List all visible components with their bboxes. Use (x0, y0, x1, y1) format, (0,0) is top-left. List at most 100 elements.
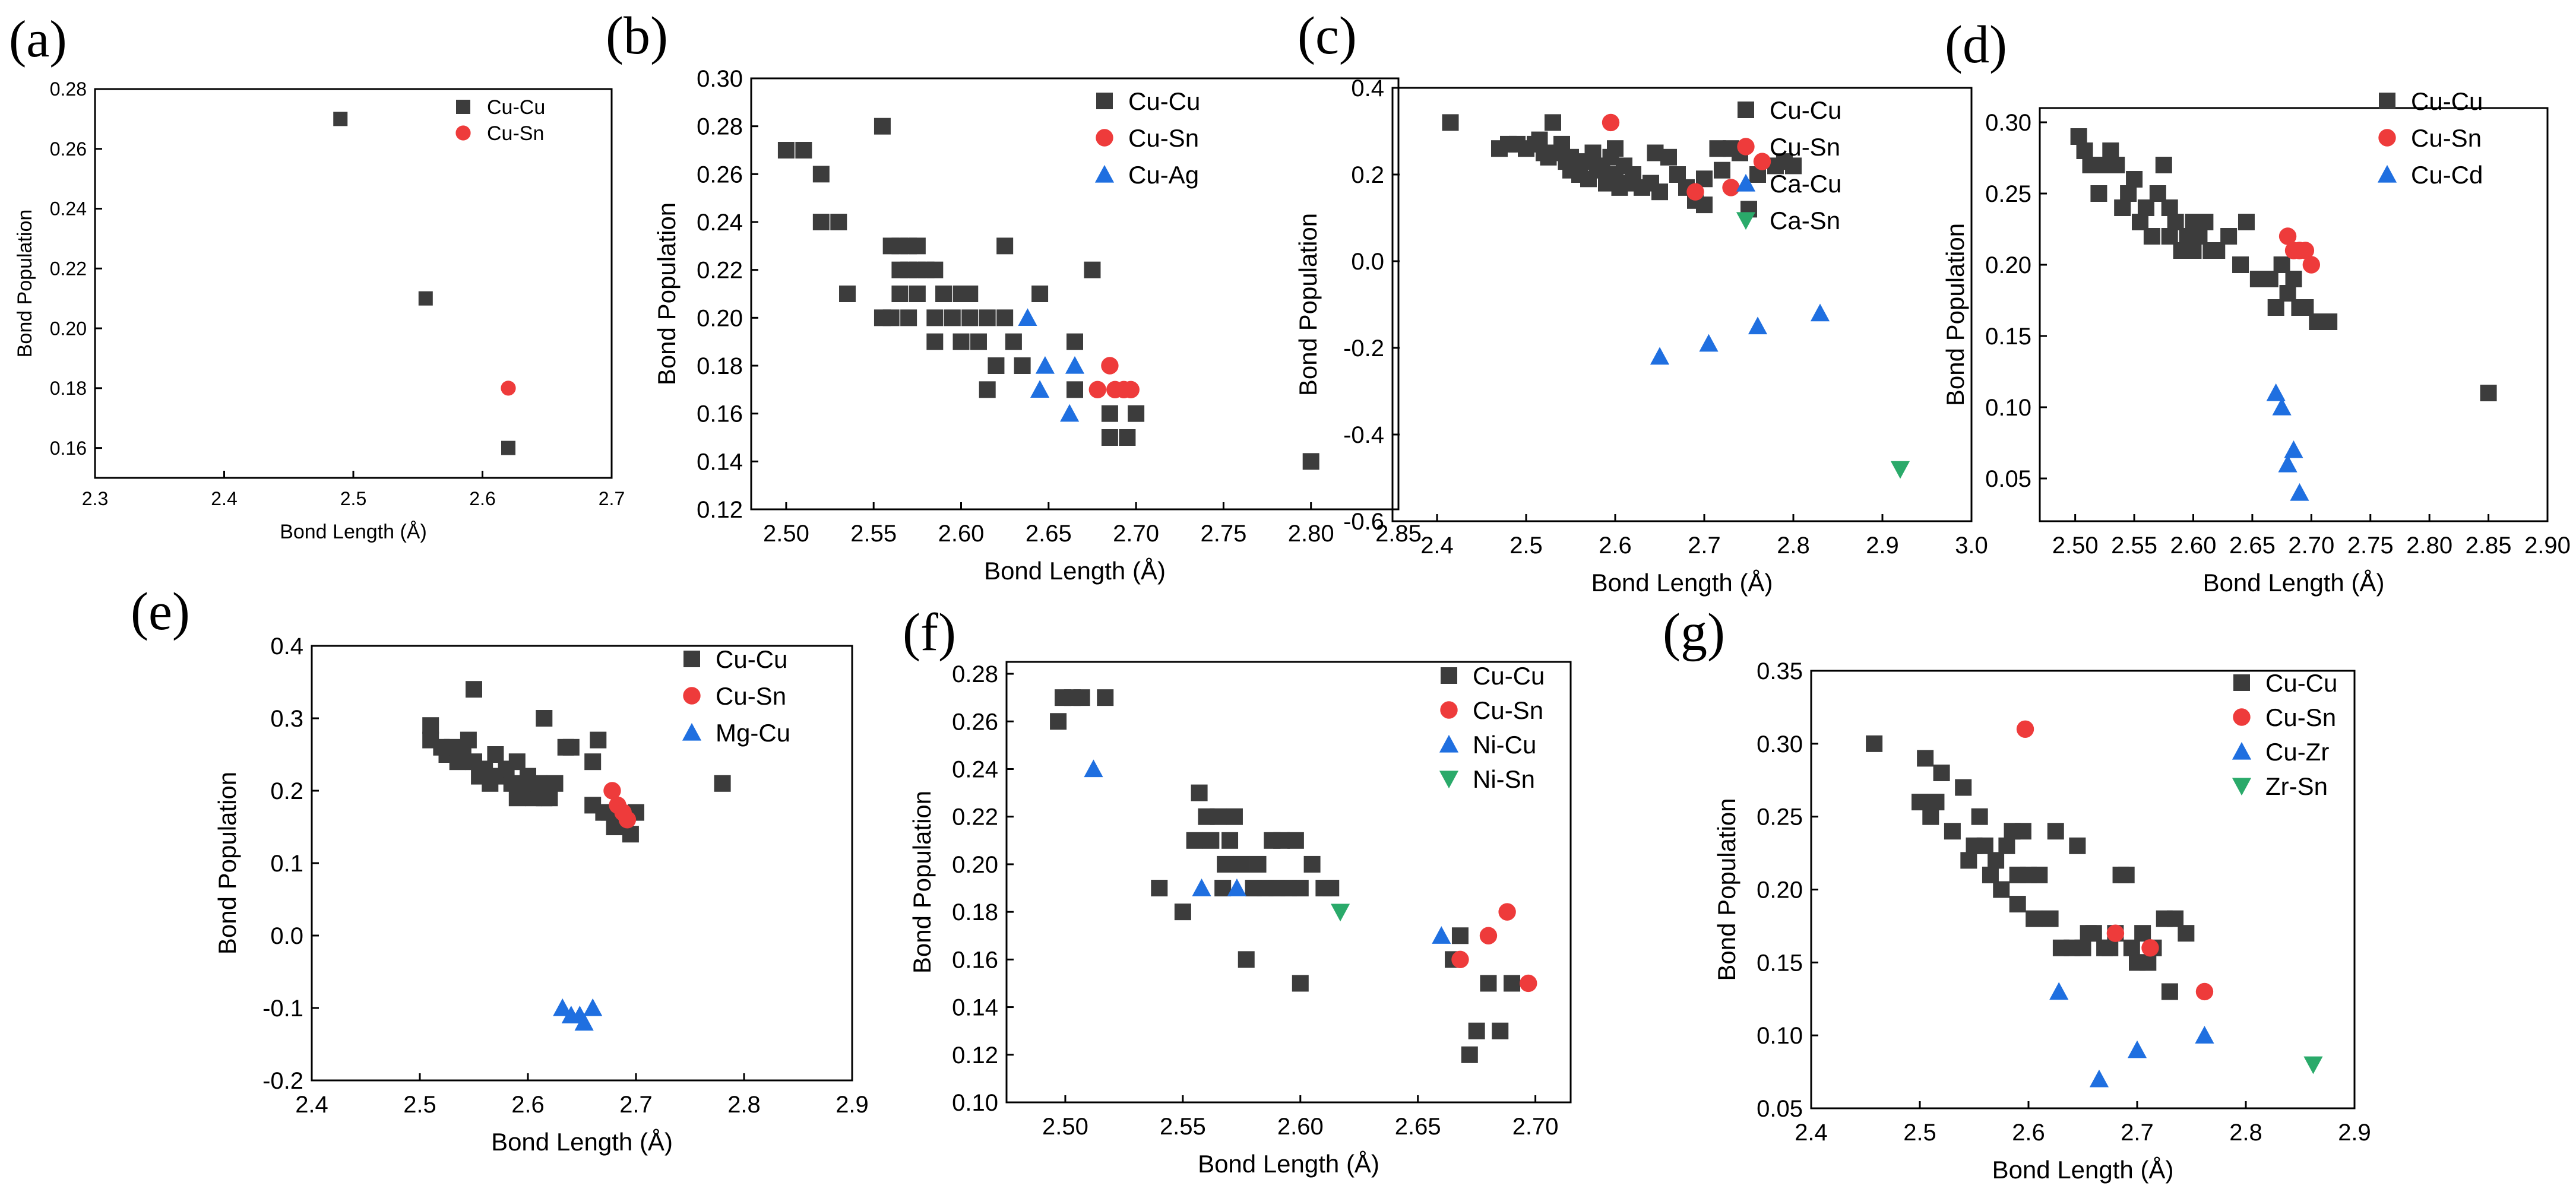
plot-frame (750, 77, 1400, 511)
data-point (2137, 199, 2154, 216)
data-point (2272, 397, 2292, 416)
data-point (979, 381, 996, 398)
data-point (2127, 1040, 2147, 1058)
data-point (2284, 440, 2303, 458)
data-point (1227, 878, 1247, 896)
data-point (2108, 157, 2125, 173)
panel-label: (g) (1663, 603, 1725, 662)
legend-label: Cu-Cu (487, 96, 545, 119)
y-tick-label: 0.16 (697, 401, 743, 427)
data-point (1971, 808, 1988, 825)
x-tick-label: 2.60 (938, 521, 985, 547)
data-point (1955, 779, 1972, 796)
x-tick-label: 2.4 (1420, 532, 1454, 559)
data-point (1302, 453, 1319, 470)
data-point (618, 811, 637, 829)
y-tick-label: 0.14 (697, 449, 743, 475)
x-tick-label: 2.5 (403, 1092, 436, 1118)
legend-label: Cu-Zr (2265, 738, 2329, 766)
data-point (2069, 837, 2086, 854)
y-tick-label: 0.20 (952, 852, 998, 878)
x-tick-label: 2.9 (2338, 1120, 2371, 1146)
x-tick-label: 2.7 (619, 1092, 653, 1118)
data-point (2132, 214, 2149, 230)
data-point (2290, 483, 2309, 501)
legend-marker (682, 722, 702, 741)
y-tick-label: 0.28 (50, 78, 87, 100)
data-point (2195, 982, 2214, 1001)
data-point (1982, 866, 1999, 883)
data-point (1866, 735, 1883, 752)
data-point (1960, 852, 1977, 869)
x-tick-label: 2.7 (599, 488, 625, 509)
data-point (1014, 357, 1031, 374)
data-point (926, 309, 944, 326)
data-point (2220, 228, 2238, 245)
chart-panel-1: (a) 2.3 2.4 2.5 2.6 2.7 0.16 0.18 0.20 0.22 0.24 0.… (9, 11, 625, 543)
data-point (1607, 140, 1624, 157)
data-point (2049, 982, 2069, 1000)
data-point (562, 738, 580, 756)
data-point (2303, 1056, 2323, 1074)
data-point (1035, 356, 1055, 374)
y-tick-label: 0.10 (952, 1090, 998, 1116)
legend: Cu-Cu Cu-Sn Cu-Ag (1094, 87, 1200, 189)
data-point (584, 753, 602, 771)
data-point (1922, 808, 1939, 825)
data-point (952, 333, 970, 350)
plot-frame (1391, 87, 1973, 522)
series-mg-cu (553, 998, 603, 1031)
data-point (1322, 880, 1340, 897)
data-point (466, 681, 482, 698)
y-tick-label: -0.4 (1343, 422, 1384, 448)
data-point (935, 286, 952, 302)
x-tick-label: 2.50 (763, 521, 809, 547)
y-axis-label: Bond Population (653, 202, 681, 385)
legend-marker (2233, 674, 2250, 691)
y-tick-label: 0.12 (952, 1042, 998, 1069)
data-point (541, 790, 558, 807)
legend-marker (2232, 778, 2252, 796)
data-point (2297, 299, 2314, 316)
data-point (2302, 256, 2321, 274)
x-tick-label: 2.65 (1026, 521, 1072, 547)
x-tick-label: 2.60 (2170, 532, 2217, 559)
plot-frame (94, 88, 613, 479)
data-point (1480, 975, 1497, 992)
data-point (2140, 954, 2157, 971)
data-point (1151, 880, 1168, 897)
legend-label: Cu-Sn (1770, 133, 1840, 161)
x-tick-label: 2.70 (2288, 532, 2334, 559)
data-point (839, 286, 856, 302)
data-point (926, 261, 944, 278)
legend-label: Cu-Cd (2411, 161, 2483, 189)
data-point (1785, 157, 1802, 175)
data-point (1226, 808, 1243, 825)
data-point (1186, 832, 1203, 849)
data-point (970, 333, 987, 350)
data-point (2161, 199, 2178, 216)
legend-label: Cu-Cu (1770, 96, 1841, 124)
data-point (1101, 405, 1118, 422)
y-tick-label: 0.24 (50, 198, 87, 220)
data-point (1174, 903, 1191, 921)
data-point (1498, 903, 1516, 921)
legend-marker (1096, 93, 1113, 109)
data-point (590, 731, 607, 749)
x-axis-label: Bond Length (Å) (1198, 1150, 1379, 1178)
data-point (909, 286, 926, 302)
data-point (2016, 720, 2034, 738)
data-point (1748, 316, 1768, 335)
y-tick-label: 0.14 (952, 995, 998, 1021)
series-cu-zr (2049, 982, 2214, 1088)
x-tick-label: 2.80 (2406, 532, 2452, 559)
data-point (2106, 924, 2125, 942)
data-point (2279, 285, 2296, 302)
data-point (622, 826, 639, 843)
legend-marker (456, 100, 470, 114)
data-point (1479, 927, 1498, 944)
y-tick-label: 0.0 (1351, 249, 1384, 275)
data-point (1651, 183, 1668, 201)
data-point (1753, 153, 1771, 170)
data-point (1976, 837, 1993, 854)
